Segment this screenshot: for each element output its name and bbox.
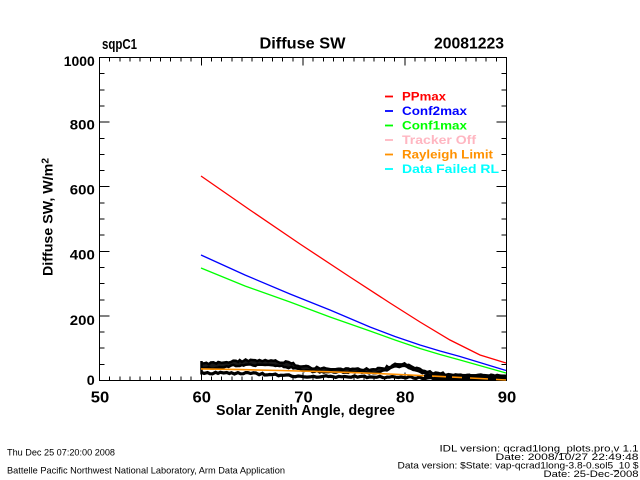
svg-text:1000: 1000 xyxy=(64,53,95,69)
svg-text:20081223: 20081223 xyxy=(434,36,504,53)
svg-text:Tracker Off: Tracker Off xyxy=(402,135,476,147)
svg-text:Battelle Pacific Northwest Nat: Battelle Pacific Northwest National Labo… xyxy=(7,466,285,477)
svg-text:800: 800 xyxy=(70,116,95,132)
svg-text:90: 90 xyxy=(498,390,517,407)
svg-text:Conf1max: Conf1max xyxy=(402,121,468,133)
svg-text:Date: 25-Dec-2008: Date: 25-Dec-2008 xyxy=(544,469,639,480)
svg-text:sqpC1: sqpC1 xyxy=(102,36,137,53)
svg-text:Solar Zenith Angle, degree: Solar Zenith Angle, degree xyxy=(216,402,395,419)
svg-text:Data Failed RL: Data Failed RL xyxy=(402,164,499,176)
svg-text:Diffuse SW: Diffuse SW xyxy=(260,36,347,53)
svg-text:Rayleigh Limit: Rayleigh Limit xyxy=(402,150,493,162)
svg-text:50: 50 xyxy=(91,390,110,407)
svg-text:Data version: $State: vap-qcra: Data version: $State: vap-qcrad1long-3.8… xyxy=(398,461,640,472)
svg-text:60: 60 xyxy=(193,390,212,407)
svg-text:Conf2max: Conf2max xyxy=(402,106,468,118)
svg-text:200: 200 xyxy=(70,312,95,328)
svg-text:400: 400 xyxy=(70,246,95,262)
svg-text:Thu Dec 25 07:20:00 2008: Thu Dec 25 07:20:00 2008 xyxy=(7,448,115,459)
svg-text:PPmax: PPmax xyxy=(402,92,447,104)
svg-text:80: 80 xyxy=(396,390,415,407)
svg-text:Date: 2008/10/27 22:49:48: Date: 2008/10/27 22:49:48 xyxy=(496,452,639,463)
svg-text:0: 0 xyxy=(87,372,95,388)
svg-text:Diffuse SW, W/m2: Diffuse SW, W/m2 xyxy=(40,158,56,276)
svg-text:IDL version: qcrad1long_plots.: IDL version: qcrad1long_plots.pro,v 1.1 xyxy=(440,444,639,455)
svg-text:600: 600 xyxy=(70,181,95,197)
svg-text:70: 70 xyxy=(294,390,313,407)
